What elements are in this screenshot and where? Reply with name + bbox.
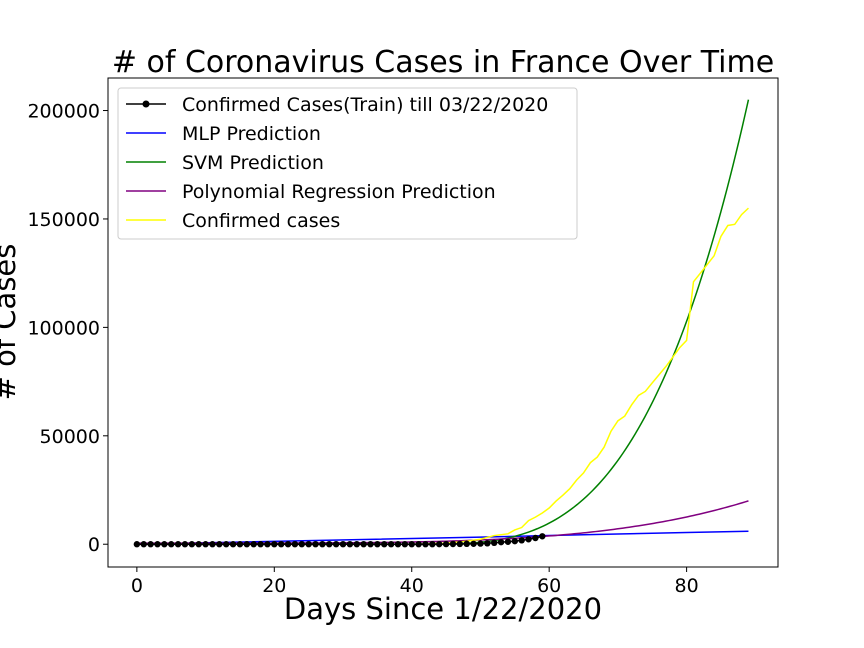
train-point: [497, 538, 505, 546]
train-point: [133, 541, 141, 548]
train-point: [415, 541, 422, 548]
train-point: [463, 540, 470, 548]
train-point: [367, 541, 374, 548]
series-line-mlp: [136, 530, 749, 545]
train-point: [291, 541, 299, 548]
series-line-confirmed: [136, 207, 749, 545]
train-point: [161, 541, 168, 548]
y-tick-label: 0: [88, 534, 100, 556]
train-point: [181, 541, 189, 548]
train-point: [511, 537, 519, 545]
train-point: [360, 541, 367, 548]
legend-label-confirmed: Confirmed cases: [182, 210, 340, 232]
x-axis-label: Days Since 1/22/2020: [284, 592, 602, 626]
train-point: [174, 541, 182, 548]
x-axis: 0 20 40 60 80: [131, 567, 699, 597]
train-point: [271, 541, 278, 548]
legend-label-poly: Polynomial Regression Prediction: [182, 181, 496, 203]
legend-label-mlp: MLP Prediction: [182, 123, 321, 145]
train-point: [305, 541, 312, 548]
train-point: [436, 540, 443, 548]
legend-label-svm: SVM Prediction: [182, 152, 324, 174]
train-point: [525, 536, 532, 543]
y-axis-label: # of Cases: [0, 244, 22, 401]
train-point: [312, 541, 319, 548]
train-point: [209, 541, 216, 548]
train-point: [442, 540, 450, 548]
train-point: [264, 541, 271, 548]
train-point: [168, 541, 175, 548]
y-tick-label: 100000: [27, 317, 100, 339]
train-point: [470, 540, 477, 547]
train-point: [332, 541, 340, 548]
y-tick-label: 150000: [27, 209, 100, 231]
train-point: [484, 540, 491, 547]
train-point: [429, 541, 436, 548]
train-point: [532, 534, 539, 542]
train-point: [188, 541, 196, 548]
train-point: [477, 540, 484, 547]
x-tick-label: 0: [131, 575, 143, 597]
train-point: [490, 539, 498, 547]
train-point: [422, 541, 429, 548]
legend-label-train: Confirmed Cases(Train) till 03/22/2020: [182, 94, 548, 116]
train-point: [154, 541, 161, 548]
train-point: [381, 541, 388, 548]
train-point: [539, 533, 546, 540]
x-tick-label: 80: [675, 575, 699, 597]
train-point: [387, 541, 395, 548]
train-point: [456, 540, 464, 548]
train-point: [257, 541, 264, 548]
train-point: [504, 538, 512, 545]
legend-marker-train: [142, 100, 150, 108]
legend-frame: [117, 87, 578, 240]
train-point: [353, 541, 360, 548]
train-point: [243, 541, 251, 548]
train-point: [326, 541, 333, 548]
train-point: [236, 541, 244, 548]
legend: Confirmed Cases(Train) till 03/22/2020 M…: [117, 87, 578, 240]
train-point: [147, 541, 154, 548]
chart-title: # of Coronavirus Cases in France Over Ti…: [112, 45, 774, 80]
x-tick-label: 20: [262, 575, 286, 597]
train-point: [346, 541, 354, 548]
train-point: [401, 541, 409, 548]
train-point: [319, 541, 326, 548]
train-point: [250, 541, 257, 548]
train-point: [140, 541, 147, 548]
y-axis: 0 50000 100000 150000 200000: [27, 101, 108, 556]
train-point: [394, 541, 402, 548]
train-point: [216, 541, 223, 548]
train-point: [222, 541, 230, 548]
x-tick-label: 40: [400, 575, 424, 597]
train-point: [195, 541, 202, 548]
train-point: [374, 541, 381, 548]
y-tick-label: 50000: [40, 426, 100, 448]
train-point: [284, 541, 292, 548]
train-point: [277, 541, 285, 548]
x-tick-label: 60: [537, 575, 561, 597]
axes-frame: [107, 77, 779, 568]
train-point: [408, 541, 415, 548]
train-point: [202, 541, 209, 548]
train-point: [229, 541, 237, 548]
train-point: [298, 541, 305, 548]
train-point: [518, 537, 525, 544]
train-point: [339, 541, 347, 548]
y-tick-label: 200000: [27, 101, 100, 123]
train-point: [449, 540, 457, 548]
plot-area: [133, 99, 750, 548]
